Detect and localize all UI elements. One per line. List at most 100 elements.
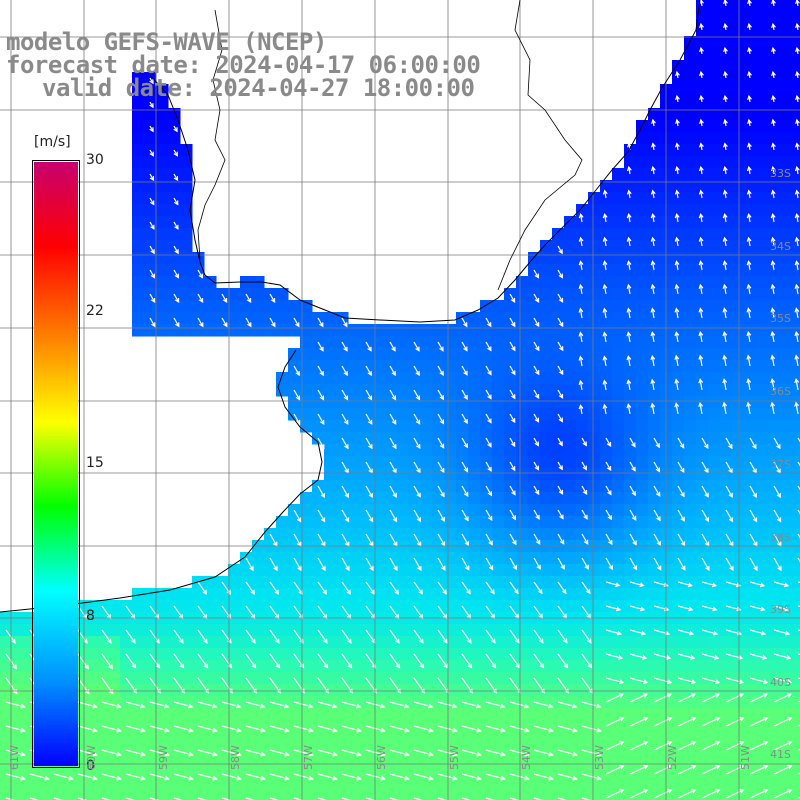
field-cell xyxy=(444,684,457,697)
field-cell xyxy=(420,696,433,709)
field-cell xyxy=(708,684,721,697)
field-cell xyxy=(756,144,769,157)
field-cell xyxy=(780,588,793,601)
field-cell xyxy=(636,192,649,205)
field-cell xyxy=(420,552,433,565)
field-cell xyxy=(792,492,800,505)
field-cell xyxy=(108,792,121,800)
field-cell xyxy=(396,468,409,481)
field-cell xyxy=(792,228,800,241)
field-cell xyxy=(84,708,97,721)
field-cell xyxy=(720,180,733,193)
field-cell xyxy=(192,780,205,793)
field-cell xyxy=(396,528,409,541)
field-cell xyxy=(720,228,733,241)
field-cell xyxy=(96,780,109,793)
field-cell xyxy=(792,96,800,109)
field-cell xyxy=(492,348,505,361)
field-cell xyxy=(768,636,781,649)
field-cell xyxy=(288,372,301,385)
field-cell xyxy=(348,492,361,505)
field-cell xyxy=(756,444,769,457)
field-cell xyxy=(348,552,361,565)
field-cell xyxy=(300,372,313,385)
field-cell xyxy=(552,276,565,289)
field-cell xyxy=(12,660,25,673)
field-cell xyxy=(684,636,697,649)
field-cell xyxy=(756,396,769,409)
field-cell xyxy=(708,660,721,673)
field-cell xyxy=(288,396,301,409)
field-cell xyxy=(60,780,73,793)
field-cell xyxy=(168,636,181,649)
field-cell xyxy=(384,732,397,745)
field-cell xyxy=(732,492,745,505)
field-cell xyxy=(408,636,421,649)
field-cell xyxy=(516,468,529,481)
field-cell xyxy=(564,732,577,745)
field-cell xyxy=(84,780,97,793)
field-cell xyxy=(756,228,769,241)
field-cell xyxy=(324,336,337,349)
field-cell xyxy=(300,576,313,589)
field-cell xyxy=(636,432,649,445)
field-cell xyxy=(516,420,529,433)
colorbar xyxy=(32,160,80,768)
field-cell xyxy=(744,168,757,181)
field-cell xyxy=(180,216,193,229)
field-cell xyxy=(732,468,745,481)
field-cell xyxy=(372,528,385,541)
field-cell xyxy=(792,120,800,133)
field-cell xyxy=(360,636,373,649)
field-cell xyxy=(756,72,769,85)
field-cell xyxy=(696,24,709,37)
field-cell xyxy=(348,564,361,577)
field-cell xyxy=(684,36,697,49)
field-cell xyxy=(372,576,385,589)
field-cell xyxy=(744,336,757,349)
field-cell xyxy=(264,660,277,673)
field-cell xyxy=(444,360,457,373)
field-cell xyxy=(576,312,589,325)
field-cell xyxy=(300,348,313,361)
field-cell xyxy=(780,660,793,673)
field-cell xyxy=(588,696,601,709)
field-cell xyxy=(744,192,757,205)
field-cell xyxy=(156,324,169,337)
field-cell xyxy=(156,648,169,661)
field-cell xyxy=(612,432,625,445)
field-cell xyxy=(708,564,721,577)
field-cell xyxy=(744,708,757,721)
field-cell xyxy=(168,132,181,145)
field-cell xyxy=(300,300,313,313)
field-cell xyxy=(444,504,457,517)
field-cell xyxy=(624,204,637,217)
field-cell xyxy=(744,288,757,301)
field-cell xyxy=(792,336,800,349)
field-cell xyxy=(300,624,313,637)
field-cell xyxy=(792,456,800,469)
field-cell xyxy=(576,780,589,793)
field-cell xyxy=(528,636,541,649)
field-cell xyxy=(732,348,745,361)
field-cell xyxy=(648,408,661,421)
field-cell xyxy=(552,420,565,433)
field-cell xyxy=(780,504,793,517)
field-cell xyxy=(564,516,577,529)
lat-label-40s: 40S xyxy=(770,676,791,689)
field-cell xyxy=(420,648,433,661)
field-cell xyxy=(708,516,721,529)
field-cell xyxy=(540,600,553,613)
field-cell xyxy=(252,576,265,589)
field-cell xyxy=(648,288,661,301)
field-cell xyxy=(180,648,193,661)
field-cell xyxy=(732,420,745,433)
field-cell xyxy=(720,312,733,325)
field-cell xyxy=(372,396,385,409)
field-cell xyxy=(672,204,685,217)
field-cell xyxy=(384,324,397,337)
field-cell xyxy=(540,720,553,733)
field-cell xyxy=(516,780,529,793)
field-cell xyxy=(492,408,505,421)
field-cell xyxy=(528,516,541,529)
